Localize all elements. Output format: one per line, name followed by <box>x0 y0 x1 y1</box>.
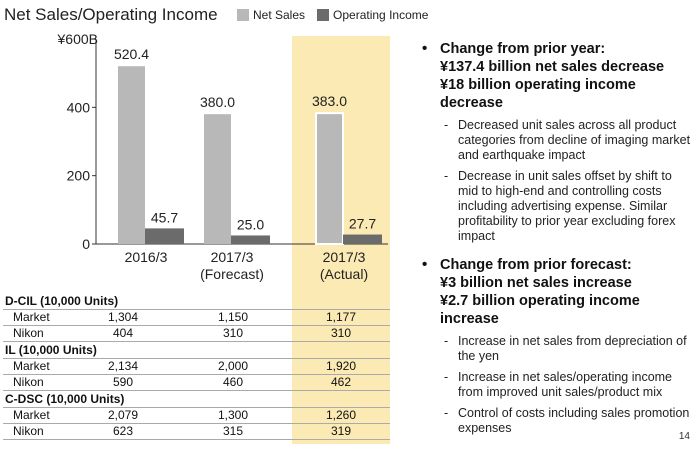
bar-operating-income <box>343 234 382 244</box>
table-cell: 1,177 <box>325 310 357 324</box>
note-item: - Increase in net sales from depreciatio… <box>422 334 694 364</box>
legend-item-net-sales: Net Sales <box>237 8 305 22</box>
x-tick-label: 2016/3 <box>125 249 168 265</box>
table-cell: 460 <box>222 375 244 389</box>
page-number: 14 <box>678 431 690 442</box>
note-text: Increase in net sales from depreciation … <box>458 334 687 363</box>
bar-net-sales <box>315 112 344 246</box>
legend-item-operating-income: Operating Income <box>317 8 428 22</box>
notes-panel: • Change from prior year: ¥137.4 billion… <box>422 40 694 436</box>
data-label-operating-income: 45.7 <box>151 209 178 225</box>
table-row-label: Nikon <box>13 326 44 340</box>
y-tick-label: 200 <box>67 168 91 184</box>
heading-prior-forecast: • Change from prior forecast: ¥3 billion… <box>422 256 694 328</box>
table-cell: 310 <box>222 326 244 340</box>
table-section-title: D-CIL (10,000 Units) <box>5 294 119 308</box>
table-section-title: IL (10,000 Units) <box>5 343 97 357</box>
note-text: Control of costs including sales promoti… <box>458 406 690 435</box>
table-cell: 1,304 <box>107 310 139 324</box>
note-text: Decreased unit sales across all product … <box>458 118 691 162</box>
table-cell: 1,300 <box>217 408 249 422</box>
chart-legend: Net Sales Operating Income <box>237 8 440 22</box>
table-cell: 1,260 <box>325 408 357 422</box>
table-row: Market 2,079 1,300 1,260 <box>3 407 390 423</box>
dash-marker: - <box>444 370 449 384</box>
x-tick-label: (Forecast) <box>200 266 264 282</box>
bar-net-sales <box>118 66 145 245</box>
data-label-net-sales: 380.0 <box>200 94 235 110</box>
table-row: Market 1,304 1,150 1,177 <box>3 309 390 325</box>
table-row: Nikon 623 315 319 <box>3 423 390 440</box>
legend-swatch-operating-income <box>317 9 330 21</box>
data-label-operating-income: 25.0 <box>237 216 264 232</box>
note-item: - Increase in net sales/operating income… <box>422 370 694 400</box>
note-text: Decrease in unit sales offset by shift t… <box>458 169 676 243</box>
table-cell: 462 <box>330 375 352 389</box>
heading-line: ¥2.7 billion operating income increase <box>440 293 640 327</box>
data-label-operating-income: 27.7 <box>349 216 376 232</box>
bar-operating-income <box>145 228 184 244</box>
y-tick-label: 400 <box>67 99 91 115</box>
legend-label-net-sales: Net Sales <box>253 8 306 22</box>
x-tick-label: (Actual) <box>320 266 368 282</box>
table-cell: 1,920 <box>325 359 357 373</box>
dash-marker: - <box>444 334 449 348</box>
unit-sales-table: D-CIL (10,000 Units) Market 1,304 1,150 1,17… <box>3 293 390 440</box>
heading-line: Change from prior forecast: <box>440 257 632 273</box>
table-row-label: Market <box>13 359 50 373</box>
heading-prior-year: • Change from prior year: ¥137.4 billion… <box>422 40 694 112</box>
bar-net-sales <box>204 114 231 245</box>
x-tick-label: 2017/3 <box>211 249 254 265</box>
table-cell: 2,134 <box>107 359 139 373</box>
bar-operating-income <box>231 235 270 244</box>
data-label-net-sales: 520.4 <box>114 46 149 62</box>
bullet-prior-forecast: • <box>422 256 428 273</box>
heading-line: ¥18 billion operating income decrease <box>440 77 636 111</box>
legend-label-operating-income: Operating Income <box>333 8 429 22</box>
note-item: - Control of costs including sales promo… <box>422 406 694 436</box>
table-cell: 590 <box>112 375 134 389</box>
table-cell: 404 <box>112 326 134 340</box>
y-tick-label: 0 <box>82 236 90 252</box>
table-cell: 315 <box>222 424 244 438</box>
heading-line: Change from prior year: <box>440 41 606 57</box>
note-item: - Decreased unit sales across all produc… <box>422 118 694 163</box>
dash-marker: - <box>444 169 449 183</box>
table-row-label: Nikon <box>13 424 44 438</box>
table-cell: 310 <box>330 326 352 340</box>
heading-line: ¥3 billion net sales increase <box>440 275 632 291</box>
table-cell: 319 <box>330 424 352 438</box>
note-item: - Decrease in unit sales offset by shift… <box>422 169 694 244</box>
table-cell: 623 <box>112 424 134 438</box>
data-label-net-sales: 383.0 <box>312 93 347 109</box>
x-tick-label: 2017/3 <box>323 249 366 265</box>
y-top-label: ¥600B <box>57 31 98 47</box>
note-text: Increase in net sales/operating income f… <box>458 370 673 399</box>
legend-swatch-net-sales <box>237 9 249 21</box>
table-row: Market 2,134 2,000 1,920 <box>3 358 390 374</box>
table-row: Nikon 404 310 310 <box>3 325 390 342</box>
heading-line: ¥137.4 billion net sales decrease <box>440 59 665 75</box>
table-row-label: Market <box>13 408 50 422</box>
table-row: Nikon 590 460 462 <box>3 374 390 391</box>
table-section-title: C-DSC (10,000 Units) <box>5 392 125 406</box>
dash-marker: - <box>444 118 449 132</box>
dash-marker: - <box>444 406 449 420</box>
bullet-prior-year: • <box>422 40 428 57</box>
table-cell: 1,150 <box>217 310 249 324</box>
table-cell: 2,079 <box>107 408 139 422</box>
table-cell: 2,000 <box>217 359 249 373</box>
table-row-label: Market <box>13 310 50 324</box>
slide-title: Net Sales/Operating Income <box>4 5 218 24</box>
table-row-label: Nikon <box>13 375 44 389</box>
